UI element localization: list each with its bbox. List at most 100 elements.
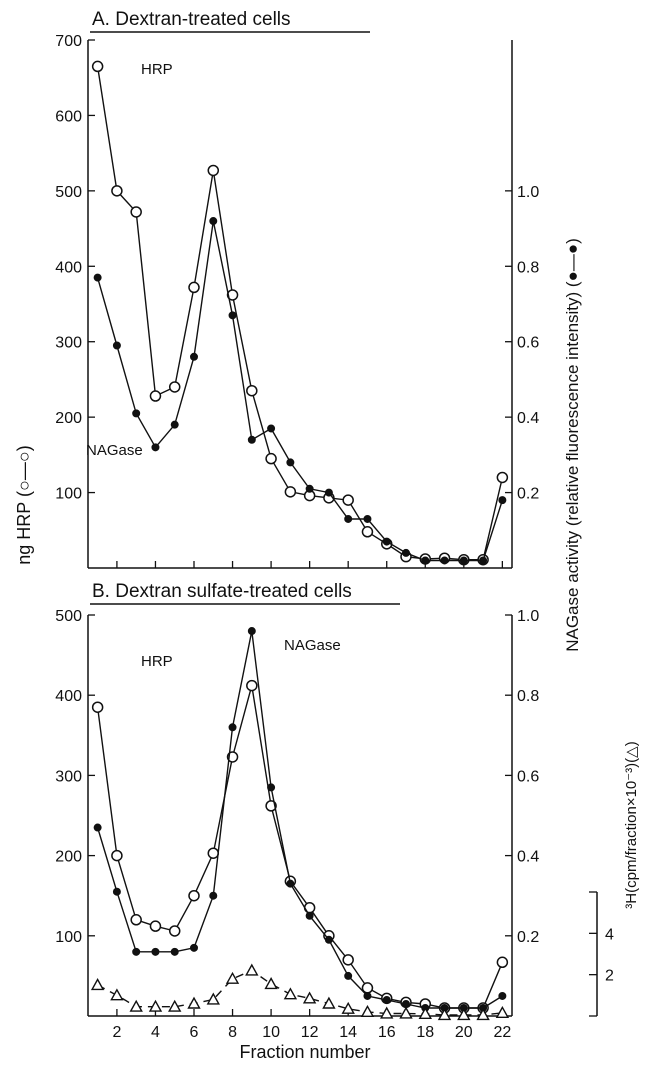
panel-b-right-tick-label: 0.6 [517,768,539,785]
panel-a-nagase-point [267,424,276,433]
third-axis-title: ³H(cpm/fraction×10⁻³)(△) [623,741,640,908]
panel-b-x-tick-label: 8 [228,1024,237,1041]
panel-b-right-tick-label: 1.0 [517,608,539,625]
panel-b-title: B. Dextran sulfate-treated cells [92,581,352,602]
panel-a-hrp-point [284,486,297,498]
panel-b-tritium-point [110,988,124,1001]
panel-b-x-tick-label: 18 [416,1024,434,1041]
panel-b-nagase-point [363,991,372,1000]
panel-b-tritium-point [168,999,182,1012]
panel-b-tritium-point [245,963,259,976]
panel-b-tritium-point [225,971,240,984]
panel-a-nagase-point [112,341,121,350]
panel-a-hrp-point [246,384,258,397]
panel-a-hrp-point [226,289,239,301]
panel-a-hrp-point [130,206,142,218]
panel-b-nagase-point [286,879,295,888]
panel-a-nagase-point [151,443,160,452]
right-axis-title: NAGase activity (relative fluorescence i… [563,238,582,652]
panel-b-tritium-point [187,996,201,1009]
panel-a-hrp-point [342,494,354,506]
panel-a-nagase-point [228,311,237,320]
panel-b-x-tick-label: 20 [455,1024,473,1041]
panel-b-hrp-point [149,920,162,932]
panel-b-tritium-line [97,969,503,1016]
panel-b-nagase-line [96,630,503,1009]
panel-b-left-tick-label: 100 [55,929,82,946]
panel-b-tritium-point [380,1006,394,1019]
panel-a-annotation-nagase: NAGase [86,442,143,459]
panel-a-nagase-point [305,484,314,493]
panel-a-hrp-line [96,66,504,561]
panel-b-nagase-point [132,947,141,956]
panel-b-right-tick-label: 0.4 [517,849,539,866]
panel-a-nagase-point [286,458,295,467]
panel-b-nagase-point [112,887,121,896]
panel-b-nagase-point [305,911,314,920]
panel-a-plot: 100 200 300 400 500 600 700 0.2 0.4 0.6 0.8 1.0 [55,33,539,569]
panel-b-left-tick-label: 300 [55,768,82,785]
panel-b-nagase-point [324,935,333,944]
panel-b-tritium-point [148,999,163,1012]
panel-a-nagase-point [498,496,507,505]
panel-b-tritium-point [322,996,336,1009]
panel-a-hrp-point [168,381,181,393]
panel-b-x-tick-label: 12 [301,1024,319,1041]
panel-a-right-tick-label: 0.4 [517,410,539,427]
panel-b-nagase-point [402,999,410,1008]
panel-a-right-tick-label: 1.0 [517,184,539,201]
left-axis-title: ng HRP (○—○) [14,445,34,564]
panel-b-nagase-point [170,947,179,956]
panel-a-nagase-point [382,537,391,546]
panel-a-left-tick-label: 700 [55,33,82,50]
panel-b-x-tick-label: 10 [262,1024,280,1041]
panel-a-nagase-point [209,217,218,226]
panel-a-nagase-point [363,514,372,523]
panel-b-hrp-point [168,925,181,937]
panel-b-x-tick-label: 6 [190,1024,199,1041]
panel-a-right-tick-label: 0.2 [517,486,539,503]
panel-a-left-tick-label: 100 [55,486,82,503]
panel-b-right-tick-label: 0.2 [517,929,539,946]
panel-a-hrp-point [265,452,277,465]
panel-a-left-tick-label: 600 [55,108,82,125]
panel-b-tritium-point [457,1008,471,1021]
panel-b-left-tick-label: 200 [55,849,82,866]
panel-a-nagase-point [324,488,333,497]
panel-b-hrp-point [111,849,123,862]
panel-b-nagase-point [344,971,353,980]
panel-b-tritium-point [399,1006,413,1019]
panel-b-plot: 100 200 300 400 500 0.2 0.4 0.6 0.8 1.0 2 4 6 8 10 12 14… [55,608,614,1041]
panel-a-right-tick-label: 0.8 [517,259,539,276]
panel-b-nagase-point [228,723,237,732]
panel-b-x-tick-label: 14 [339,1024,357,1041]
panel-b-tritium-point [437,1008,452,1021]
panel-b-hrp-point [91,701,104,713]
panel-b-third-tick-label: 2 [605,968,614,985]
panel-b-nagase-point [190,943,198,952]
panel-a-hrp-point [111,185,123,197]
panel-a-hrp-point [149,390,162,402]
panel-b-hrp-point [342,954,354,966]
panel-a-hrp-point [207,164,220,177]
panel-a-nagase-point [170,420,179,429]
panel-b-nagase-point [93,823,102,832]
panel-b-left-tick-label: 400 [55,688,82,705]
panel-a-nagase-point [440,556,449,565]
panel-a-annotation-hrp: HRP [141,61,173,78]
panel-b-tritium-point [90,978,105,991]
panel-b-x-tick-label: 16 [378,1024,396,1041]
panel-a-hrp-point [361,526,374,538]
panel-b-right-tick-label: 0.8 [517,688,539,705]
panel-b-nagase-point [247,627,256,636]
panel-b-x-tick-label: 22 [493,1024,511,1041]
panel-b-nagase-point [382,995,391,1004]
panel-a-nagase-point [247,435,256,444]
panel-a-nagase-point [459,556,468,565]
panel-a-left-tick-label: 500 [55,184,82,201]
panel-a-nagase-point [93,273,102,282]
panel-b-tritium-point [476,1008,490,1021]
panel-b-x-tick-label: 4 [151,1024,160,1041]
panel-b-hrp-point [207,847,220,859]
